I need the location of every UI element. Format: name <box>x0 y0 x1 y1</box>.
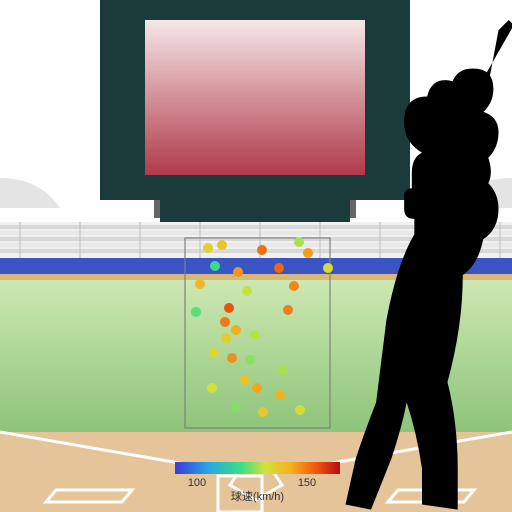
pitch-point <box>220 317 230 327</box>
pitch-point <box>278 365 288 375</box>
scoreboard-stand <box>160 200 350 222</box>
legend-tick: 150 <box>298 477 316 489</box>
pitch-point <box>323 263 333 273</box>
scoreboard-support <box>154 200 160 218</box>
pitch-point <box>258 407 268 417</box>
pitch-point <box>250 330 260 340</box>
pitch-point <box>209 348 219 358</box>
pitch-point <box>210 261 220 271</box>
pitch-point <box>224 303 234 313</box>
legend-tick: 100 <box>188 477 206 489</box>
pitch-point <box>217 240 227 250</box>
scoreboard-support <box>350 200 356 218</box>
legend-label: 球速(km/h) <box>231 489 284 503</box>
pitch-point <box>231 325 241 335</box>
pitch-point <box>274 263 284 273</box>
pitch-point <box>221 333 231 343</box>
scoreboard-screen <box>145 20 365 175</box>
pitch-point <box>294 237 304 247</box>
pitch-point <box>231 403 241 413</box>
pitch-point <box>295 405 305 415</box>
pitch-point <box>233 267 243 277</box>
pitch-point <box>245 355 255 365</box>
pitch-point <box>240 375 250 385</box>
pitch-point <box>195 279 205 289</box>
pitch-point <box>242 286 252 296</box>
pitch-point <box>257 245 267 255</box>
pitch-point <box>227 353 237 363</box>
pitch-point <box>203 243 213 253</box>
pitch-point <box>303 248 313 258</box>
pitch-point <box>207 383 217 393</box>
legend-colorbar <box>175 462 340 474</box>
pitch-point <box>289 281 299 291</box>
pitch-point <box>191 307 201 317</box>
pitch-point <box>283 305 293 315</box>
pitch-point <box>252 383 262 393</box>
pitch-point <box>275 390 285 400</box>
